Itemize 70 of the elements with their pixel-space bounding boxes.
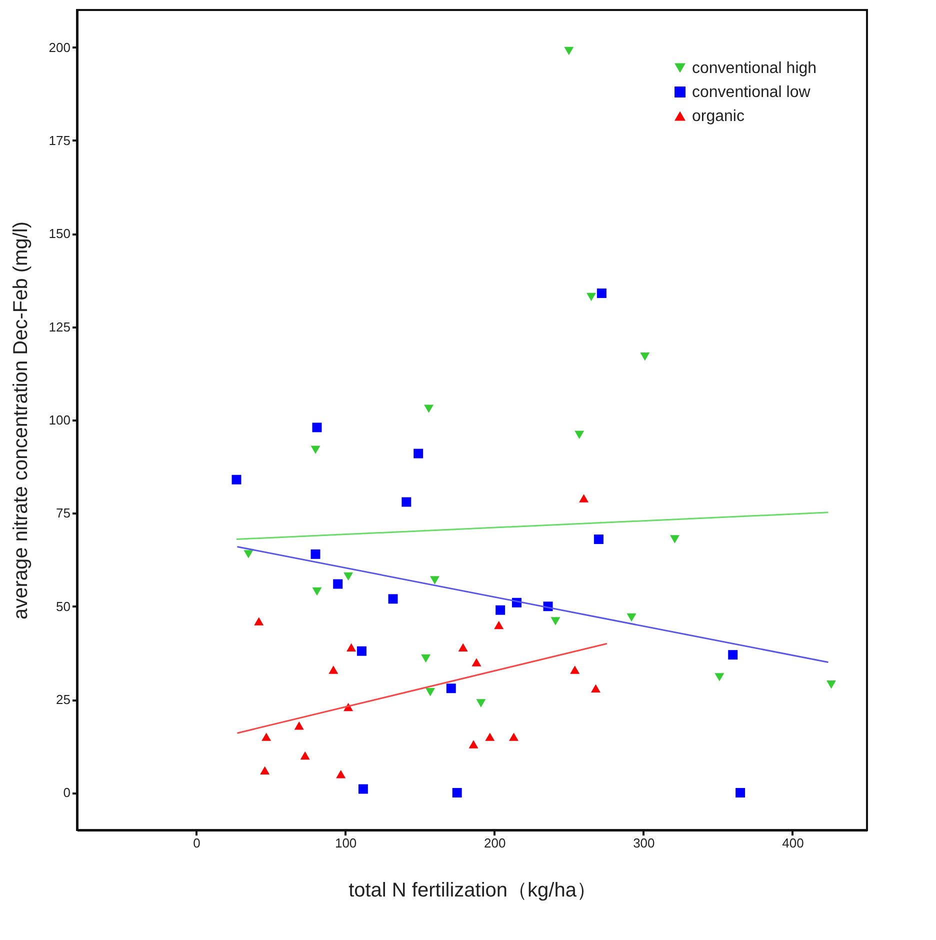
point — [590, 684, 600, 692]
y-tick-label: 175 — [48, 132, 70, 148]
point — [358, 784, 368, 794]
point — [485, 732, 495, 741]
point — [232, 474, 242, 484]
point — [579, 494, 589, 502]
x-tick-label: 300 — [633, 836, 655, 850]
y-tick-label: 150 — [48, 226, 70, 242]
point — [402, 497, 412, 507]
point — [333, 579, 343, 589]
point — [714, 673, 724, 682]
point — [550, 617, 560, 626]
point — [426, 688, 436, 696]
point — [496, 605, 506, 615]
point — [312, 587, 322, 596]
point — [670, 535, 680, 544]
point — [356, 646, 366, 656]
point — [260, 766, 270, 774]
legend-label: organic — [692, 108, 744, 125]
point — [468, 740, 478, 748]
point — [430, 576, 440, 584]
point — [570, 666, 580, 674]
point — [574, 430, 584, 440]
point — [476, 699, 486, 708]
point — [508, 732, 518, 741]
y-tick-label: 75 — [56, 506, 70, 521]
point — [346, 643, 356, 652]
point — [626, 613, 636, 622]
point — [421, 654, 431, 663]
point — [254, 617, 264, 626]
point — [300, 751, 310, 760]
point — [446, 684, 456, 694]
point — [424, 404, 434, 413]
point — [736, 788, 746, 798]
point — [458, 643, 468, 652]
point — [336, 770, 346, 778]
point — [414, 448, 424, 458]
y-tick-label: 125 — [48, 319, 70, 334]
y-tick-label: 100 — [48, 412, 70, 428]
point — [328, 666, 338, 674]
point — [728, 650, 738, 660]
point — [826, 680, 836, 689]
point — [262, 732, 272, 741]
point — [586, 292, 596, 302]
point — [312, 422, 322, 432]
point — [244, 550, 254, 558]
legend-label: conventional low — [692, 84, 811, 101]
point — [344, 572, 354, 581]
point — [472, 658, 482, 666]
legend-label: conventional high — [692, 60, 817, 77]
point — [494, 620, 504, 630]
point — [452, 788, 462, 798]
x-axis-title: total N fertilization（kg/ha） — [348, 880, 596, 902]
point — [596, 288, 606, 298]
y-axis-title: average nitrate concentration Dec-Feb (mg/l) — [10, 222, 32, 620]
point — [294, 722, 304, 730]
point — [310, 549, 320, 559]
y-tick-label: 25 — [56, 692, 70, 708]
point — [388, 594, 398, 604]
x-tick-label: 0 — [193, 836, 200, 850]
y-tick-label: 200 — [48, 40, 70, 55]
y-tick-label: 0 — [63, 785, 70, 800]
y-tick-label: 50 — [56, 598, 70, 614]
point — [640, 352, 650, 361]
point — [564, 46, 574, 56]
point — [594, 534, 604, 544]
x-tick-label: 100 — [334, 836, 357, 850]
x-tick-label: 400 — [782, 836, 804, 850]
point — [310, 446, 320, 454]
x-tick-label: 200 — [484, 836, 506, 850]
